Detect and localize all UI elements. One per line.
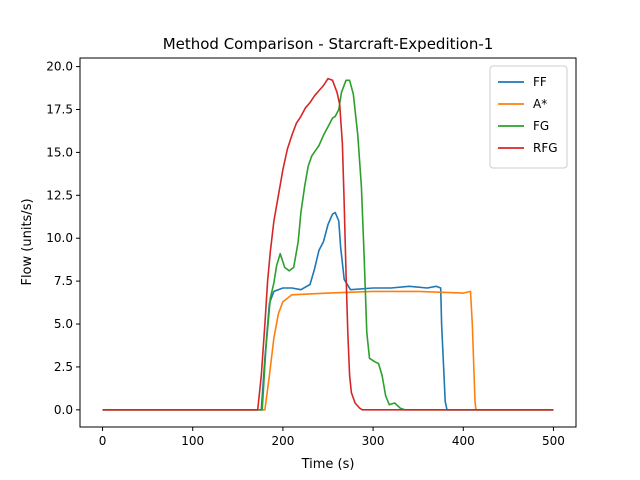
series-line-astar <box>102 290 554 411</box>
y-tick-label: 15.0 <box>46 145 73 159</box>
y-tick-label: 0.0 <box>54 403 73 417</box>
y-tick-label: 7.5 <box>54 274 73 288</box>
y-axis-label: Flow (units/s) <box>20 198 35 285</box>
y-tick-label: 20.0 <box>46 60 73 74</box>
x-axis-label: Time (s) <box>301 457 355 472</box>
x-tick-label: 500 <box>542 434 565 448</box>
x-tick-label: 0 <box>99 434 107 448</box>
y-axis-ticks: 0.0 2.5 5.0 7.5 10.0 12.5 15.0 17.5 20.0 <box>46 60 80 417</box>
y-tick-label: 5.0 <box>54 317 73 331</box>
series-lines <box>102 77 554 411</box>
legend-label: A* <box>533 97 547 111</box>
legend-label: FF <box>533 75 547 89</box>
legend-box <box>489 65 568 169</box>
x-tick-label: 300 <box>362 434 385 448</box>
series-line-ff <box>102 211 554 411</box>
y-tick-label: 2.5 <box>54 360 73 374</box>
series-line-fg <box>102 79 554 411</box>
series-line-rfg <box>102 77 554 411</box>
legend-label: FG <box>533 119 549 133</box>
y-tick-label: 10.0 <box>46 231 73 245</box>
y-tick-label: 12.5 <box>46 188 73 202</box>
x-tick-label: 200 <box>271 434 294 448</box>
chart-title: Method Comparison - Starcraft-Expedition… <box>163 35 494 53</box>
x-tick-label: 400 <box>452 434 475 448</box>
plot-frame <box>79 57 577 428</box>
x-tick-label: 100 <box>181 434 204 448</box>
legend: FF A* FG RFG <box>489 65 568 169</box>
legend-label: RFG <box>533 141 558 155</box>
x-axis-ticks: 0 100 200 300 400 500 <box>99 427 565 448</box>
y-tick-label: 17.5 <box>46 102 73 116</box>
